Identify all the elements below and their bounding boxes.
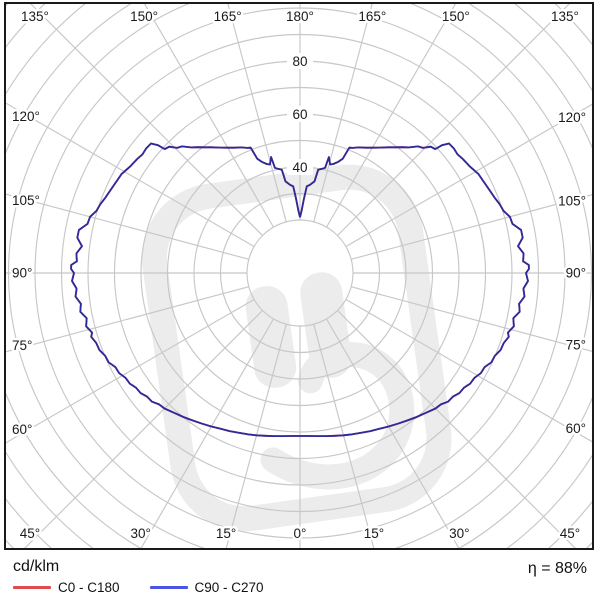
axis-labels: 0° 15° 15° 30° 30° 45° 45° 60° 60° 75° 75° 90° 90° 10…	[10, 7, 589, 544]
svg-text:165°: 165°	[214, 9, 242, 24]
blue-line-swatch	[149, 586, 188, 589]
svg-text:150°: 150°	[130, 9, 158, 24]
svg-text:45°: 45°	[560, 526, 580, 541]
legend-label-c0-c180: C0 - C180	[58, 580, 120, 595]
red-line-swatch	[13, 586, 51, 589]
svg-text:15°: 15°	[216, 526, 236, 541]
polar-intensity-chart: 0° 15° 15° 30° 30° 45° 45° 60° 60° 75° 75° 90° 90° 10…	[4, 2, 594, 550]
svg-text:60: 60	[292, 107, 307, 122]
svg-text:135°: 135°	[551, 9, 579, 24]
legend-footer: cd/klm η = 88% C0 - C180 C90 - C270	[0, 551, 600, 600]
svg-text:30°: 30°	[449, 526, 469, 541]
svg-text:60°: 60°	[12, 422, 32, 437]
curve-c90-c270	[70, 142, 530, 438]
svg-text:75°: 75°	[12, 338, 32, 353]
svg-text:90°: 90°	[12, 266, 32, 281]
svg-text:45°: 45°	[20, 526, 40, 541]
watermark-logo-icon	[141, 164, 452, 532]
svg-text:105°: 105°	[12, 193, 40, 208]
svg-text:15°: 15°	[364, 526, 384, 541]
svg-text:150°: 150°	[442, 9, 470, 24]
svg-text:40: 40	[292, 160, 307, 175]
units-label: cd/klm	[13, 558, 60, 575]
svg-text:120°: 120°	[12, 109, 40, 124]
legend-entry-c0-c180: C0 - C180	[13, 580, 120, 595]
svg-text:80: 80	[292, 54, 307, 69]
svg-text:75°: 75°	[566, 338, 586, 353]
svg-text:120°: 120°	[558, 110, 586, 125]
intensity-curves	[70, 142, 530, 438]
legend-entry-c90-c270: C90 - C270	[149, 580, 264, 595]
svg-text:90°: 90°	[566, 266, 586, 281]
svg-text:60°: 60°	[566, 421, 586, 436]
svg-text:105°: 105°	[558, 193, 586, 208]
plot-frame	[4, 2, 594, 550]
svg-text:30°: 30°	[130, 526, 150, 541]
efficiency-label: η = 88%	[527, 560, 587, 577]
svg-text:180°: 180°	[286, 9, 314, 24]
svg-text:0°: 0°	[294, 526, 307, 541]
legend: C0 - C180 C90 - C270	[13, 580, 264, 595]
svg-text:165°: 165°	[358, 9, 386, 24]
svg-text:135°: 135°	[21, 9, 49, 24]
legend-label-c90-c270: C90 - C270	[194, 580, 264, 595]
